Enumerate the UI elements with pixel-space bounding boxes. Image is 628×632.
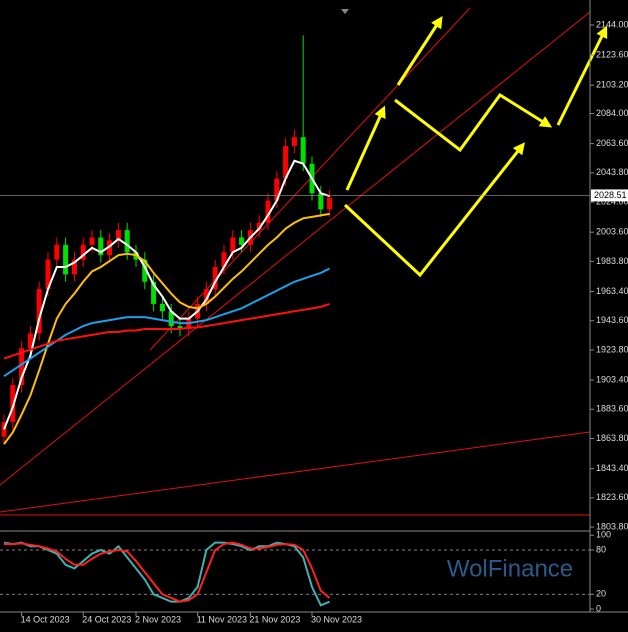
y-tick-label: 2103.20 (596, 80, 628, 90)
forecast-arrows (343, 15, 608, 278)
candle-body (203, 289, 209, 304)
x-tick-label: 2 Nov 2023 (135, 614, 181, 624)
indicator-line (3, 541, 330, 607)
candle-body (177, 326, 183, 329)
candle-body (89, 237, 95, 245)
y-tick-label: 1863.80 (596, 433, 628, 443)
x-tick-label: 24 Oct 2023 (82, 614, 131, 624)
candle-body (168, 311, 174, 327)
candle-body (159, 303, 165, 312)
candle-body (291, 137, 297, 146)
candle-body (80, 244, 86, 260)
candle-body (318, 193, 324, 210)
trend-lines (0, 7, 591, 516)
indicator-line (3, 267, 331, 378)
y-tick-label: 1883.60 (596, 404, 628, 414)
candle-body (71, 259, 77, 275)
candle-body (98, 237, 104, 256)
y-tick-label: 2043.80 (596, 167, 628, 177)
y-tick-label: 1923.80 (596, 344, 628, 354)
candle-body (107, 240, 113, 256)
candle-body (230, 237, 236, 253)
y-tick-label: 2024.00 (596, 196, 628, 206)
candle-body (256, 222, 262, 231)
current-price-box (591, 189, 628, 202)
candle-body (19, 348, 25, 386)
candle-body (327, 197, 333, 210)
y-tick-label: 0 (596, 603, 601, 613)
y-tick-label: 2084.00 (596, 108, 628, 118)
candle-body (115, 230, 121, 241)
shift-marker (341, 9, 349, 14)
watermark: WolFinance (447, 555, 573, 582)
candle-body (124, 230, 130, 253)
y-tick-label: 2123.60 (596, 49, 628, 59)
candle-body (300, 137, 306, 164)
y-tick-label: 2144.00 (596, 19, 628, 29)
indicator-line (3, 212, 330, 445)
current-price-label: 2028.51 (594, 190, 627, 200)
candle-body (45, 259, 51, 290)
y-tick-label: 1903.40 (596, 374, 628, 384)
candle-body (265, 200, 271, 223)
x-tick-label: 14 Oct 2023 (21, 614, 70, 624)
indicator-line (3, 159, 330, 430)
x-tick-label: 11 Nov 2023 (197, 614, 247, 624)
y-tick-label: 1963.40 (596, 286, 628, 296)
y-tick-label: 2003.60 (596, 227, 628, 237)
candle-body (10, 385, 16, 422)
candle-body (151, 281, 157, 304)
candle-body (239, 237, 245, 245)
candle-body (63, 244, 69, 275)
y-tick-label: 1943.60 (596, 315, 628, 325)
y-tick-label: 2063.60 (596, 138, 628, 148)
y-tick-label: 1843.40 (596, 463, 628, 473)
candle-body (221, 252, 227, 268)
indicator-line (4, 541, 331, 603)
candle-body (212, 267, 218, 290)
y-tick-label: 20 (596, 589, 606, 599)
candle-body (283, 145, 289, 179)
y-tick-label: 1823.60 (596, 492, 628, 502)
y-tick-label: 1803.80 (596, 521, 628, 531)
candle-body (274, 178, 280, 201)
x-tick-label: 30 Nov 2023 (311, 614, 362, 624)
candle-body (142, 259, 148, 282)
candle-body (27, 333, 33, 349)
x-tick-label: 21 Nov 2023 (249, 614, 300, 624)
y-tick-label: 100 (596, 530, 611, 540)
indicator-line (3, 302, 330, 360)
candle-body (36, 289, 42, 334)
candle-body (54, 244, 60, 260)
y-tick-label: 80 (596, 544, 606, 554)
y-tick-label: 1983.80 (596, 256, 628, 266)
